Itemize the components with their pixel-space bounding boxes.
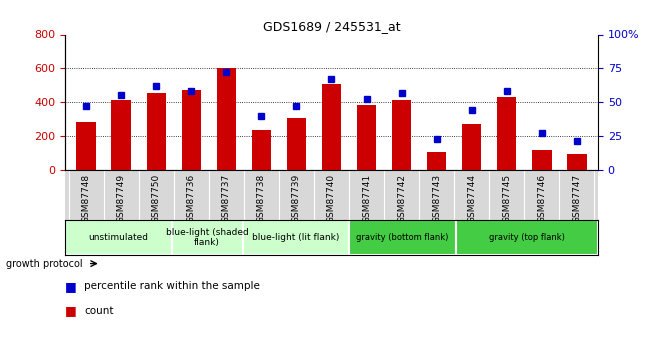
Text: gravity (bottom flank): gravity (bottom flank) bbox=[356, 233, 448, 242]
Text: blue-light (shaded
flank): blue-light (shaded flank) bbox=[166, 228, 248, 247]
Bar bbox=[181, 90, 201, 170]
Text: count: count bbox=[84, 306, 114, 315]
Text: GSM87741: GSM87741 bbox=[362, 174, 371, 223]
Bar bbox=[456, 220, 598, 255]
Bar bbox=[252, 130, 271, 170]
Bar bbox=[172, 220, 242, 255]
Bar bbox=[532, 149, 552, 170]
Text: GSM87745: GSM87745 bbox=[502, 174, 512, 223]
Bar bbox=[65, 220, 172, 255]
Text: gravity (top flank): gravity (top flank) bbox=[489, 233, 565, 242]
Text: growth protocol: growth protocol bbox=[6, 259, 83, 269]
Bar bbox=[349, 220, 456, 255]
Text: GSM87747: GSM87747 bbox=[573, 174, 582, 223]
Text: GSM87748: GSM87748 bbox=[81, 174, 90, 223]
Bar bbox=[216, 68, 236, 170]
Bar bbox=[497, 97, 517, 170]
Bar bbox=[322, 83, 341, 170]
Text: GSM87739: GSM87739 bbox=[292, 174, 301, 223]
Bar bbox=[392, 100, 411, 170]
Text: GSM87738: GSM87738 bbox=[257, 174, 266, 223]
Bar bbox=[287, 118, 306, 170]
Text: GSM87746: GSM87746 bbox=[538, 174, 547, 223]
Bar bbox=[146, 93, 166, 170]
Text: GSM87744: GSM87744 bbox=[467, 174, 476, 223]
Text: unstimulated: unstimulated bbox=[88, 233, 148, 242]
Text: GSM87740: GSM87740 bbox=[327, 174, 336, 223]
Text: percentile rank within the sample: percentile rank within the sample bbox=[84, 282, 261, 291]
Text: ■: ■ bbox=[65, 304, 77, 317]
Bar bbox=[242, 220, 349, 255]
Text: GSM87743: GSM87743 bbox=[432, 174, 441, 223]
Text: GSM87742: GSM87742 bbox=[397, 174, 406, 223]
Title: GDS1689 / 245531_at: GDS1689 / 245531_at bbox=[263, 20, 400, 33]
Text: GSM87736: GSM87736 bbox=[187, 174, 196, 223]
Bar bbox=[462, 124, 482, 170]
Text: GSM87750: GSM87750 bbox=[151, 174, 161, 223]
Bar bbox=[357, 105, 376, 170]
Bar bbox=[427, 152, 447, 170]
Text: GSM87737: GSM87737 bbox=[222, 174, 231, 223]
Bar bbox=[111, 100, 131, 170]
Text: ■: ■ bbox=[65, 280, 77, 293]
Text: blue-light (lit flank): blue-light (lit flank) bbox=[252, 233, 340, 242]
Bar bbox=[77, 122, 96, 170]
Text: GSM87749: GSM87749 bbox=[116, 174, 125, 223]
Bar bbox=[567, 154, 586, 170]
